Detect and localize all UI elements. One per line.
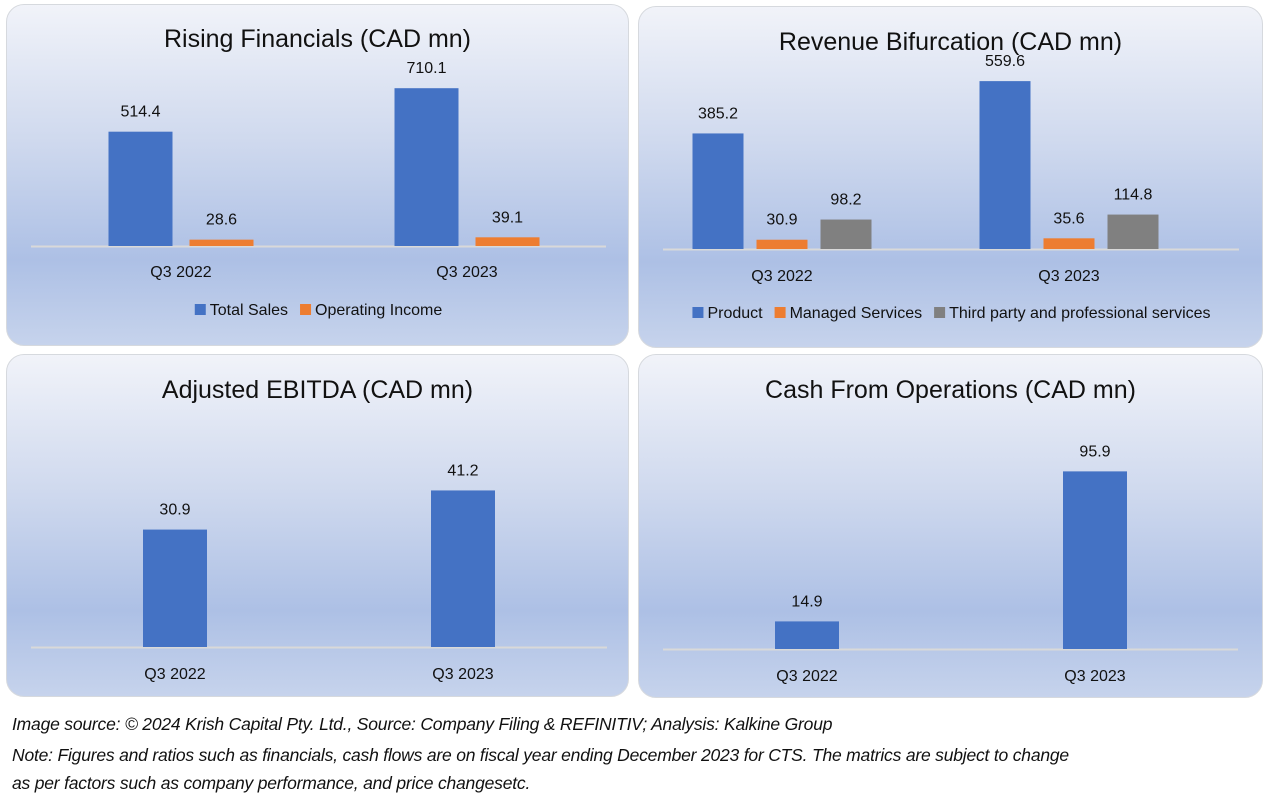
chart-svg: 385.2 30.9 98.2 Q3 2022 559.6 35.6 114.8 Q3 202… bbox=[663, 53, 1239, 322]
bar-third-party-and-professional-services bbox=[1107, 214, 1159, 249]
chart-svg: 14.9 Q3 2022 95.9 Q3 2023 bbox=[663, 443, 1238, 685]
x-tick-label: Q3 2022 bbox=[776, 668, 837, 685]
data-label: 30.9 bbox=[766, 212, 797, 229]
footer-source: Image source: © 2024 Krish Capital Pty. … bbox=[12, 714, 833, 734]
data-label: 35.6 bbox=[1053, 210, 1084, 227]
chart-title: Revenue Bifurcation (CAD mn) bbox=[778, 28, 1123, 56]
data-label: 98.2 bbox=[830, 192, 861, 209]
chart-panel-adjusted-ebitda: Adjusted EBITDA (CAD mn) 30.9 Q3 2022 41.2… bbox=[6, 354, 629, 697]
data-label: 710.1 bbox=[406, 60, 446, 77]
legend-swatch bbox=[774, 307, 786, 318]
data-label: 514.4 bbox=[120, 104, 160, 121]
legend-label: Total Sales bbox=[210, 302, 288, 319]
chart-panel-revenue-bifurcation: Revenue Bifurcation (CAD mn) 385.2 30.9 98… bbox=[638, 6, 1263, 348]
bar-operating-income bbox=[189, 239, 254, 246]
data-label: 14.9 bbox=[791, 593, 822, 610]
chart-title: Rising Financials (CAD mn) bbox=[163, 25, 472, 53]
chart-panel-cash-from-operations: Cash From Operations (CAD mn) 14.9 Q3 202… bbox=[638, 354, 1263, 698]
bar-total-sales bbox=[108, 131, 173, 246]
x-tick-label: Q3 2022 bbox=[751, 268, 812, 285]
x-tick-label: Q3 2023 bbox=[436, 264, 497, 281]
legend-swatch bbox=[934, 307, 946, 318]
x-tick-label: Q3 2022 bbox=[144, 666, 205, 683]
bar-cash-from-operations bbox=[775, 621, 839, 649]
data-label: 559.6 bbox=[985, 53, 1025, 70]
data-label: 95.9 bbox=[1079, 443, 1110, 460]
bar-managed-services bbox=[1043, 238, 1095, 249]
bar-product bbox=[692, 133, 744, 249]
footer-note-line2: as per factors such as company performan… bbox=[12, 773, 531, 793]
bar-total-sales bbox=[394, 88, 459, 246]
x-tick-label: Q3 2023 bbox=[1064, 668, 1125, 685]
legend: Product Managed Services Third party and p… bbox=[692, 305, 1211, 322]
bar-product bbox=[979, 81, 1031, 250]
legend-label: Product bbox=[707, 305, 763, 322]
chart-panel-rising-financials: Rising Financials (CAD mn) 514.4 28.6 Q3 2… bbox=[6, 4, 629, 346]
legend-label: Third party and professional services bbox=[949, 305, 1210, 322]
legend-label: Operating Income bbox=[315, 302, 442, 319]
legend: Total Sales Operating Income bbox=[194, 302, 442, 319]
data-label: 41.2 bbox=[447, 462, 478, 479]
data-label: 28.6 bbox=[206, 212, 237, 229]
x-tick-label: Q3 2023 bbox=[1038, 268, 1099, 285]
bar-third-party-and-professional-services bbox=[820, 219, 872, 249]
chart-title: Cash From Operations (CAD mn) bbox=[765, 376, 1136, 404]
data-label: 39.1 bbox=[492, 209, 523, 226]
x-tick-label: Q3 2022 bbox=[150, 264, 211, 281]
chart-svg: 514.4 28.6 Q3 2022 710.1 39.1 Q3 2023 Total Sa… bbox=[31, 60, 606, 319]
legend-label: Managed Services bbox=[790, 305, 923, 322]
legend-swatch bbox=[300, 304, 312, 315]
chart-title: Adjusted EBITDA (CAD mn) bbox=[161, 376, 474, 404]
legend-swatch bbox=[692, 307, 704, 318]
legend-swatch bbox=[194, 304, 206, 315]
data-label: 385.2 bbox=[698, 105, 738, 122]
bar-managed-services bbox=[756, 239, 808, 249]
bar-operating-income bbox=[475, 237, 540, 246]
data-label: 30.9 bbox=[159, 502, 190, 519]
bar-adjusted-ebitda bbox=[431, 490, 495, 647]
bar-adjusted-ebitda bbox=[143, 529, 207, 647]
bar-cash-from-operations bbox=[1063, 471, 1127, 649]
footer-note-line1: Note: Figures and ratios such as financi… bbox=[12, 745, 1069, 765]
data-label: 114.8 bbox=[1114, 187, 1153, 204]
x-tick-label: Q3 2023 bbox=[432, 666, 493, 683]
chart-svg: 30.9 Q3 2022 41.2 Q3 2023 bbox=[31, 462, 607, 683]
